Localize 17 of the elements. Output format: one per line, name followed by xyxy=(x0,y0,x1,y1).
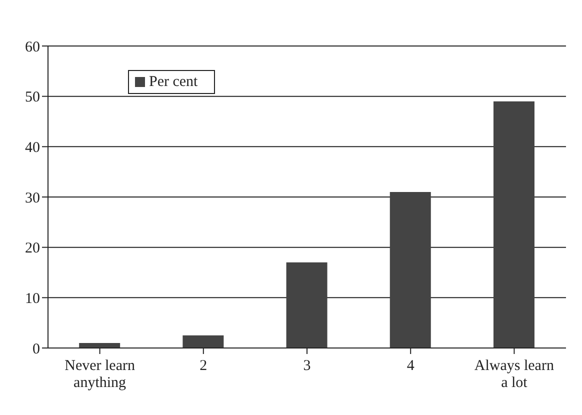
legend-label: Per cent xyxy=(149,74,198,90)
x-tick-label: Always learn a lot xyxy=(474,358,554,391)
bar xyxy=(390,192,431,348)
x-tick-label: 4 xyxy=(406,358,415,374)
x-tick-label: 3 xyxy=(303,358,311,374)
bar xyxy=(286,262,328,348)
bar xyxy=(493,101,534,348)
y-tick-label: 10 xyxy=(25,290,40,307)
y-tick-label: 20 xyxy=(25,240,40,257)
y-tick-label: 60 xyxy=(25,39,40,56)
x-tick-label: Never learn anything xyxy=(64,358,136,391)
x-tick-label: 2 xyxy=(200,358,208,374)
bar xyxy=(182,335,224,348)
y-tick-label: 50 xyxy=(25,90,40,106)
y-tick-label: 0 xyxy=(32,341,40,358)
y-tick-label: 40 xyxy=(25,140,40,156)
y-tick-label: 30 xyxy=(25,190,40,206)
